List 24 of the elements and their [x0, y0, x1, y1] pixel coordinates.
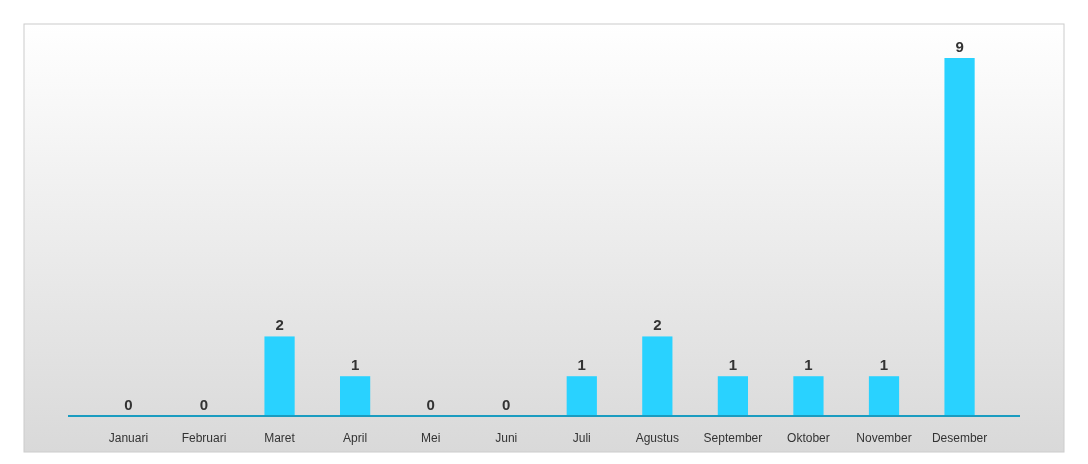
x-tick-label: Desember: [931, 431, 988, 445]
data-label: 2: [653, 316, 662, 334]
x-tick-label: Oktober: [787, 431, 830, 445]
x-tick-label: Januari: [108, 431, 149, 445]
data-label: 1: [804, 356, 813, 374]
data-label: 1: [728, 356, 738, 374]
x-tick-label: Mei: [420, 431, 441, 445]
x-tick-label: November: [856, 431, 912, 445]
data-label: 1: [577, 356, 586, 374]
data-label: 9: [955, 38, 964, 55]
data-label: 2: [275, 316, 284, 334]
x-tick-label: Juli: [572, 431, 591, 445]
x-tick-label: Juni: [495, 431, 518, 445]
x-tick-label: Februari: [181, 431, 227, 445]
data-label: 0: [502, 396, 511, 413]
x-tick-label: Maret: [264, 431, 296, 445]
data-label: 0: [124, 396, 133, 413]
data-label: 1: [350, 356, 360, 374]
x-tick-label: April: [343, 431, 368, 445]
x-tick-label: Agustus: [635, 431, 680, 445]
data-label: 0: [199, 396, 209, 413]
data-label: 1: [879, 356, 889, 374]
x-tick-label: September: [703, 431, 763, 445]
data-label: 0: [426, 396, 435, 413]
